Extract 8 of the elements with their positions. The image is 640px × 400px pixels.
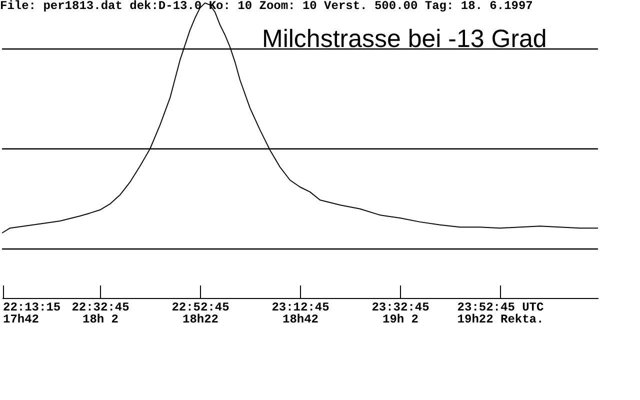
x-tick-label: 23:32:45 19h 2 [372, 300, 430, 326]
x-tick-label: 22:13:15 17h42 [3, 300, 61, 326]
x-tick-label: 23:52:45 UTC 19h22 Rekta. [457, 300, 544, 326]
x-tick-label: 23:12:45 18h42 [272, 300, 330, 326]
annotation: File: per1813.dat dek:D-13.0 Ko: 10 Zoom: 10 Verst. 500.00 Tag: 18. 6.1997 [0, 0, 533, 13]
text: Milchstrasse bei -13 Grad [262, 25, 547, 53]
x-tick-label: 22:52:45 18h22 [172, 300, 230, 326]
x-tick-label: 22:32:45 18h 2 [72, 300, 130, 326]
